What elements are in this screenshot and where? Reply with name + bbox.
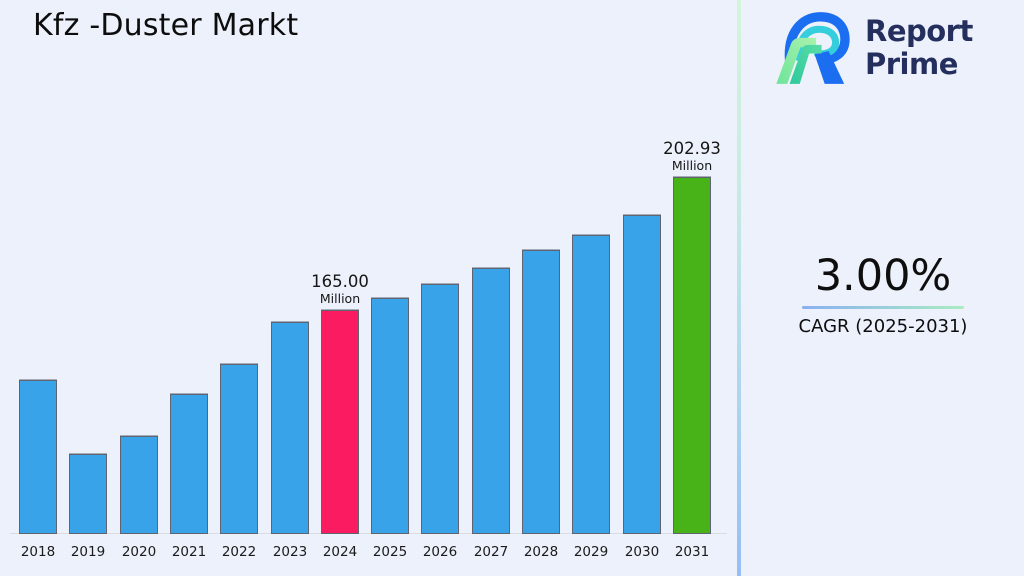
bar-annotation-2031: 202.93 Million [642,139,742,173]
section-divider [737,0,741,576]
x-tick-label-2018: 2018 [20,544,56,560]
x-axis-line [10,533,727,534]
cagr-label: CAGR (2025-2031) [798,316,968,337]
bar-2030 [623,215,661,534]
bar-2022 [220,364,258,534]
brand-word-report: Report [865,14,973,48]
bar-2028 [522,250,560,534]
cagr-panel: 3.00% CAGR (2025-2031) [772,252,994,338]
x-tick-label-2020: 2020 [121,544,157,560]
x-tick-label-2021: 2021 [171,544,207,560]
x-tick-label-2027: 2027 [473,544,509,560]
bar-chart: 2018 2019 2020 2021 2022 2023 2024 165.00 Millio… [10,139,727,560]
x-tick-label-2030: 2030 [624,544,660,560]
bar-2021 [170,394,208,534]
bar-2025 [371,298,409,534]
x-tick-label-2022: 2022 [221,544,257,560]
x-tick-label-2023: 2023 [272,544,308,560]
brand-wordmark: Report Prime [865,15,973,81]
bar-annotation-2024: 165.00 Million [290,272,390,306]
x-tick-label-2031: 2031 [674,544,710,560]
x-tick-label-2024: 2024 [322,544,358,560]
x-tick-label-2025: 2025 [372,544,408,560]
bar-2018 [19,380,57,534]
bar-2026 [421,284,459,534]
x-tick-label-2026: 2026 [422,544,458,560]
annotation-value: 202.93 [663,139,721,158]
x-tick-label-2028: 2028 [523,544,559,560]
bar-2019 [69,454,107,534]
annotation-unit: Million [671,158,713,173]
brand-logo: Report Prime [774,8,973,88]
bar-2027 [472,268,510,534]
brand-word-prime: Prime [865,47,958,81]
cagr-value: 3.00% [814,251,952,301]
bar-2020 [120,436,158,534]
bar-2031 [673,177,711,534]
chart-title: Kfz -Duster Markt [33,8,299,43]
bar-2029 [572,235,610,534]
bar-2023 [271,322,309,534]
annotation-unit: Million [319,291,361,306]
annotation-value: 165.00 [311,272,369,291]
x-tick-label-2019: 2019 [70,544,106,560]
cagr-underline [802,306,964,309]
report-prime-logo-icon [776,12,850,84]
x-tick-label-2029: 2029 [573,544,609,560]
bar-2024 [321,310,359,534]
